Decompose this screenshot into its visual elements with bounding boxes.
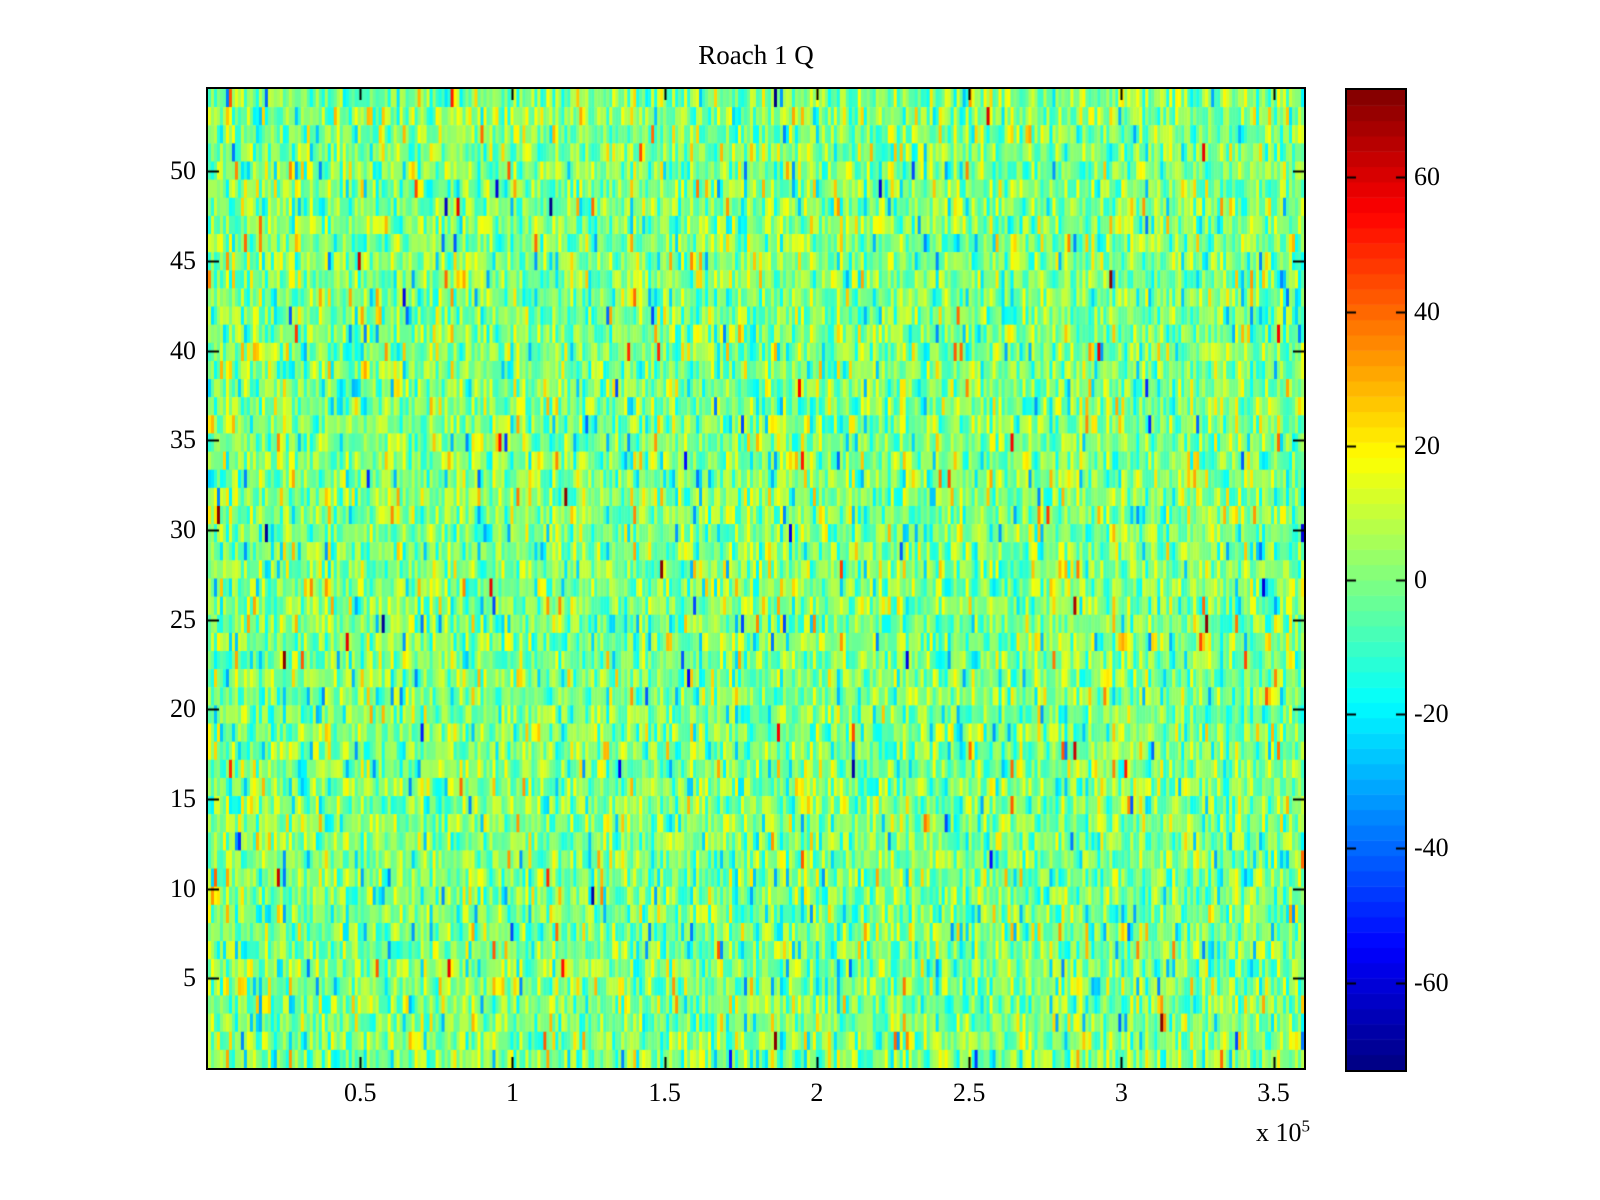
x-tick-label: 0.5 [343, 1078, 377, 1107]
colorbar-tick-label: 20 [1414, 430, 1440, 460]
y-tick-label: 35 [170, 425, 196, 455]
x-axis-multiplier-prefix: x 10 [1256, 1118, 1302, 1147]
colorbar-tick-label: 0 [1414, 565, 1427, 594]
y-tick-label: 50 [170, 156, 196, 186]
x-tick-label: 1.5 [648, 1078, 681, 1107]
x-tick-label: 2.5 [952, 1078, 986, 1107]
x-tick-label: 1 [505, 1078, 519, 1107]
colorbar-canvas [1347, 90, 1405, 1070]
colorbar-tick-label: -40 [1414, 833, 1449, 863]
x-axis-multiplier-exponent: 5 [1301, 1116, 1311, 1136]
y-tick-label: 5 [183, 963, 196, 993]
plot-area [206, 87, 1306, 1070]
colorbar [1345, 88, 1407, 1072]
y-tick-label: 45 [170, 246, 196, 276]
y-tick-label: 10 [170, 873, 196, 903]
colorbar-tick-label: 60 [1414, 162, 1440, 192]
y-tick-label: 20 [170, 694, 196, 724]
colorbar-tick-label: -60 [1414, 967, 1449, 997]
y-tick-label: 40 [170, 335, 196, 365]
y-tick-label: 25 [170, 604, 196, 634]
x-tick-label: 3 [1114, 1078, 1128, 1107]
y-tick-label: 15 [170, 784, 196, 814]
x-tick-label: 2 [810, 1078, 824, 1107]
x-axis-multiplier-label: x 105 [1190, 1116, 1311, 1148]
chart-title: Roach 1 Q [698, 40, 814, 70]
colorbar-tick-label: 40 [1414, 296, 1440, 326]
x-tick-label: 3.5 [1257, 1078, 1290, 1107]
y-tick-label: 30 [170, 515, 196, 545]
heatmap-canvas [208, 89, 1304, 1068]
colorbar-tick-label: -20 [1414, 699, 1449, 729]
